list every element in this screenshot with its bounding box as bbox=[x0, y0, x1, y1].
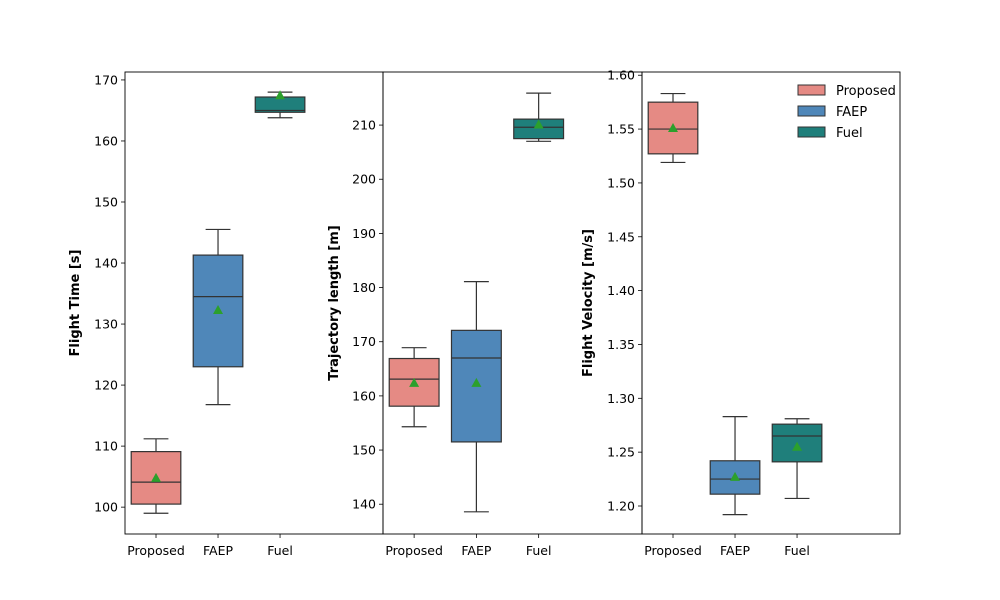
x-tick-label: FAEP bbox=[461, 543, 491, 558]
y-axis-label: Flight Velocity [m/s] bbox=[581, 229, 596, 377]
y-axis-label: Flight Time [s] bbox=[68, 250, 83, 357]
y-tick-label: 110 bbox=[94, 439, 118, 454]
x-tick-label: Proposed bbox=[385, 543, 443, 558]
y-tick-label: 1.35 bbox=[607, 337, 635, 352]
x-tick-label: Fuel bbox=[267, 543, 293, 558]
y-tick-label: 200 bbox=[352, 172, 376, 187]
x-tick-label: FAEP bbox=[203, 543, 233, 558]
legend: Proposed FAEP Fuel bbox=[797, 84, 896, 141]
y-tick-label: 150 bbox=[94, 194, 118, 209]
legend-label: FAEP bbox=[836, 105, 867, 120]
y-tick-label: 180 bbox=[352, 280, 376, 295]
box-fuel bbox=[771, 423, 823, 463]
axes-frame bbox=[641, 71, 901, 535]
y-tick-label: 1.30 bbox=[607, 391, 635, 406]
y-tick-label: 1.40 bbox=[607, 283, 635, 298]
x-tick-label: FAEP bbox=[720, 543, 750, 558]
x-tick-label: Proposed bbox=[127, 543, 185, 558]
legend-swatch-fuel bbox=[797, 126, 826, 138]
legend-label: Fuel bbox=[836, 126, 863, 141]
y-axis-label: Trajectory length [m] bbox=[327, 225, 342, 380]
legend-swatch-faep bbox=[797, 105, 826, 117]
y-tick-label: 1.55 bbox=[607, 122, 635, 137]
y-tick-label: 1.50 bbox=[607, 175, 635, 190]
legend-swatch-proposed bbox=[797, 84, 826, 96]
y-tick-label: 150 bbox=[352, 443, 376, 458]
mean-marker bbox=[471, 377, 482, 387]
y-tick-label: 100 bbox=[94, 500, 118, 515]
y-tick-label: 1.45 bbox=[607, 229, 635, 244]
y-tick-label: 190 bbox=[352, 226, 376, 241]
mean-marker bbox=[151, 472, 162, 482]
y-tick-label: 140 bbox=[94, 256, 118, 271]
y-tick-label: 140 bbox=[352, 497, 376, 512]
x-tick-label: Proposed bbox=[644, 543, 702, 558]
mean-marker bbox=[409, 377, 420, 387]
box-fuel bbox=[513, 118, 565, 140]
y-tick-label: 130 bbox=[94, 317, 118, 332]
y-tick-label: 160 bbox=[352, 388, 376, 403]
mean-marker bbox=[792, 441, 803, 451]
legend-label: Proposed bbox=[836, 84, 896, 99]
y-tick-label: 170 bbox=[352, 334, 376, 349]
subplot-3: 1.20 1.25 1.30 1.35 1.40 1.45 1.50 1.55 1.60 Flig… bbox=[581, 68, 901, 558]
y-tick-label: 1.20 bbox=[607, 499, 635, 514]
mean-marker bbox=[668, 123, 679, 132]
mean-marker bbox=[275, 90, 286, 100]
y-tick-label: 160 bbox=[94, 133, 118, 148]
mean-marker bbox=[730, 471, 741, 481]
mean-marker bbox=[533, 119, 544, 129]
y-tick-label: 1.60 bbox=[607, 68, 635, 83]
axes-frame bbox=[382, 71, 643, 535]
mean-marker bbox=[213, 305, 224, 315]
x-tick-label: Fuel bbox=[526, 543, 552, 558]
y-tick-label: 1.25 bbox=[607, 445, 635, 460]
y-tick-label: 210 bbox=[352, 118, 376, 133]
x-tick-label: Fuel bbox=[784, 543, 810, 558]
y-tick-label: 120 bbox=[94, 378, 118, 393]
subplot-1: 100 110 120 130 140 150 160 170 Flight Time [s] P… bbox=[68, 71, 384, 558]
y-tick-label: 170 bbox=[94, 72, 118, 87]
